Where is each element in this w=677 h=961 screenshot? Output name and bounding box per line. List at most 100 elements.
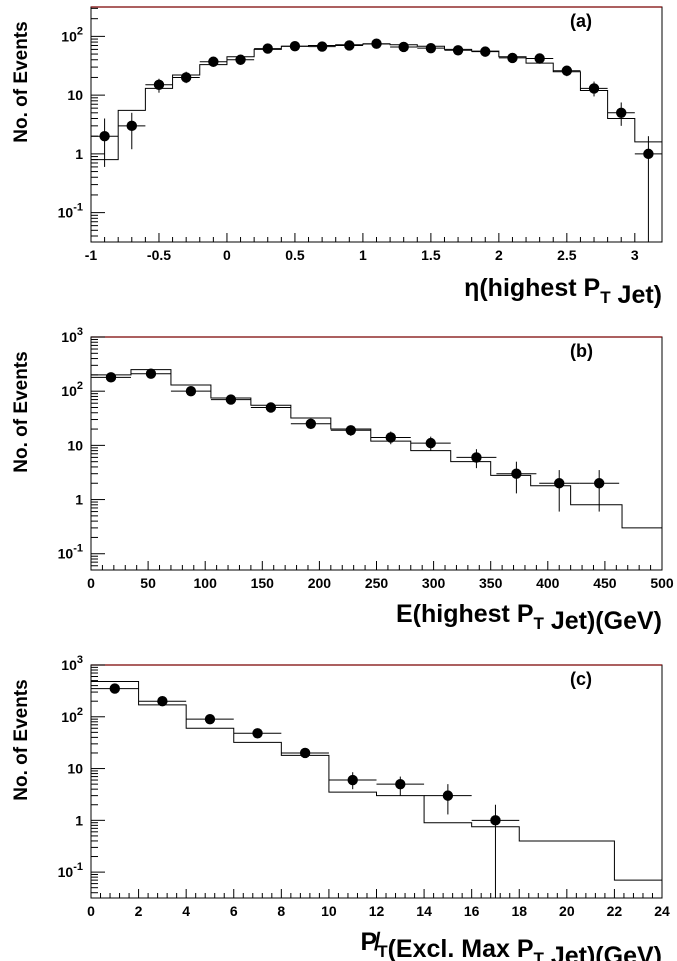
x-tick-label: 12 <box>369 903 385 919</box>
data-point <box>250 402 291 413</box>
x-tick-label: 10 <box>321 903 337 919</box>
x-tick-label: 2.5 <box>557 247 577 263</box>
x-tick-label: 100 <box>194 575 218 591</box>
data-point <box>254 43 282 54</box>
panel-label: (b) <box>570 341 593 361</box>
x-tick-label: 1.5 <box>421 247 441 263</box>
data-marker <box>425 42 437 54</box>
data-marker <box>452 45 464 56</box>
data-marker <box>305 418 317 430</box>
x-tick-label: 8 <box>277 903 285 919</box>
data-marker <box>480 46 491 57</box>
y-tick-label: 1 <box>75 492 83 508</box>
data-marker <box>554 478 565 489</box>
x-tick-label: 200 <box>308 575 332 591</box>
x-axis-label: E(highest PT Jet)(GeV) <box>396 600 662 635</box>
data-point <box>362 38 391 49</box>
y-axis-label: No. of Events <box>11 679 32 800</box>
data-marker <box>265 402 277 413</box>
data-marker <box>299 747 311 759</box>
data-marker <box>99 130 110 142</box>
y-tick-label: 102 <box>61 380 83 399</box>
data-marker <box>180 72 192 83</box>
x-tick-label: 1 <box>359 247 367 263</box>
data-marker <box>262 43 273 54</box>
data-marker <box>395 778 406 790</box>
data-point <box>233 728 282 739</box>
data-marker <box>126 120 137 132</box>
x-tick-label: 0.5 <box>285 247 305 263</box>
x-tick-label: 2 <box>135 903 143 919</box>
data-point <box>172 71 200 84</box>
x-tick-label: 350 <box>479 575 503 591</box>
data-point <box>539 470 580 512</box>
data-point <box>444 45 472 56</box>
panel-label: (a) <box>570 11 592 31</box>
y-tick-label: 10 <box>67 437 83 453</box>
histogram-line <box>90 43 662 242</box>
x-tick-label: 0 <box>87 575 95 591</box>
x-tick-label: 14 <box>416 903 432 919</box>
data-point <box>526 53 554 64</box>
data-point <box>186 713 234 725</box>
data-point <box>118 112 146 150</box>
data-marker <box>235 54 246 65</box>
data-marker <box>442 790 454 801</box>
data-marker <box>593 478 605 489</box>
data-point <box>580 81 608 97</box>
data-point <box>281 41 309 52</box>
data-point <box>308 41 336 52</box>
data-point <box>417 42 445 54</box>
data-point <box>607 102 635 126</box>
data-point <box>424 784 472 815</box>
data-marker <box>225 394 237 405</box>
y-tick-label: 1 <box>75 146 83 162</box>
y-tick-label: 10-1 <box>58 202 83 221</box>
x-tick-label: 0 <box>87 903 95 919</box>
data-marker <box>345 425 357 436</box>
data-marker <box>347 774 358 786</box>
data-point <box>281 747 329 759</box>
x-tick-label: 500 <box>650 575 674 591</box>
x-tick-label: 250 <box>365 575 389 591</box>
data-point <box>390 41 418 53</box>
histogram-line <box>90 681 662 898</box>
data-point <box>138 695 187 707</box>
data-point <box>553 65 581 77</box>
x-tick-label: 0 <box>223 247 231 263</box>
x-tick-label: 18 <box>511 903 527 919</box>
x-tick-label: 20 <box>559 903 575 919</box>
y-axis-label: No. of Events <box>11 21 32 142</box>
y-tick-label: 10 <box>67 87 83 103</box>
y-tick-label: 102 <box>61 25 83 44</box>
plot-frame <box>90 664 663 899</box>
data-point <box>145 78 173 93</box>
data-point <box>91 683 139 694</box>
data-marker <box>145 368 157 379</box>
x-tick-label: 2 <box>495 247 503 263</box>
data-marker <box>385 432 396 443</box>
data-marker <box>344 40 355 51</box>
data-marker <box>153 79 165 90</box>
data-marker <box>643 148 654 160</box>
data-marker <box>157 695 168 707</box>
x-tick-label: 22 <box>607 903 623 919</box>
panel-2: 0 50 100 150 200 250 300 350 400 450 500 10-1 1 10 102… <box>11 326 674 635</box>
data-marker <box>471 452 482 463</box>
x-tick-label: 3 <box>631 247 639 263</box>
data-point <box>496 461 537 494</box>
data-marker <box>490 815 501 826</box>
x-tick-label: 300 <box>422 575 446 591</box>
data-marker <box>289 41 301 52</box>
data-point <box>579 470 620 512</box>
data-marker <box>616 107 627 119</box>
x-tick-label: 50 <box>140 575 156 591</box>
data-point <box>498 52 527 64</box>
data-point <box>199 56 227 67</box>
y-tick-label: 103 <box>61 654 83 673</box>
data-marker <box>507 52 518 64</box>
data-marker <box>511 468 522 479</box>
data-marker <box>252 728 263 739</box>
data-point <box>130 368 171 379</box>
